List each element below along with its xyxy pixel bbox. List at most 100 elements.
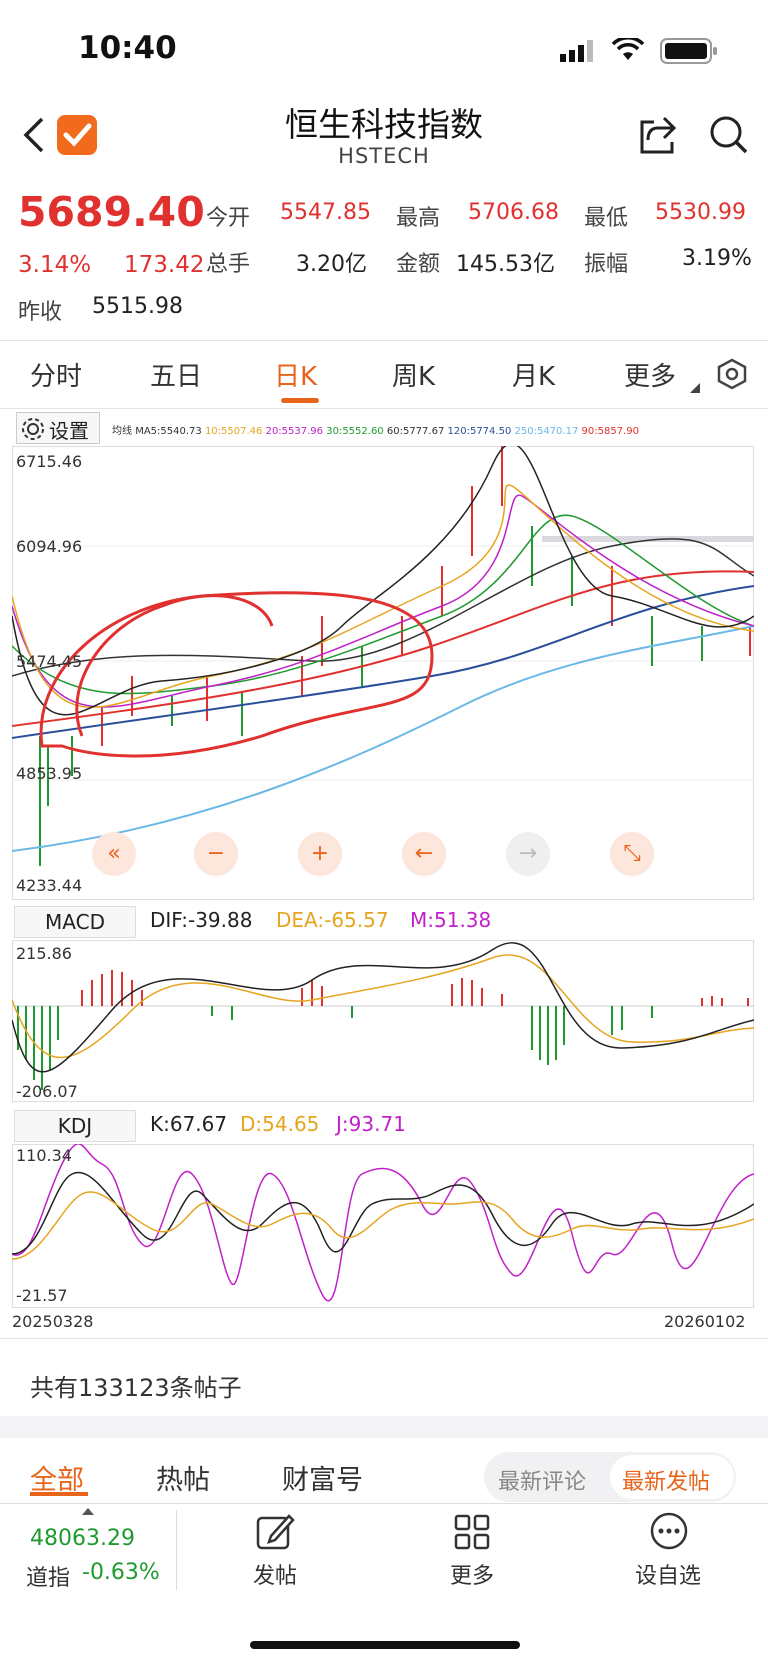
post-button[interactable]: 发帖 <box>215 1512 335 1592</box>
zoom-in-button[interactable]: + <box>298 832 342 876</box>
kdj-tab[interactable]: KDJ <box>14 1110 136 1142</box>
chart-settings-hex-icon[interactable] <box>716 358 748 394</box>
tab-five-day[interactable]: 五日 <box>150 362 203 392</box>
sort-latest-post[interactable]: 最新发帖 <box>622 1470 711 1495</box>
signal-icon <box>560 40 596 66</box>
stat-value-amount: 145.53亿 <box>456 252 555 277</box>
back-button[interactable] <box>20 115 46 159</box>
post-button-label: 发帖 <box>252 1564 297 1589</box>
zoom-out-button[interactable]: − <box>194 832 238 876</box>
index-change: -0.63% <box>82 1560 160 1585</box>
macd-dea-line <box>12 954 754 1059</box>
kdj-j: J:93.71 <box>336 1112 406 1136</box>
ma-legend-item: MA5:5540.73 <box>135 426 202 437</box>
macd-dea: DEA:-65.57 <box>276 908 389 932</box>
ma-60-line <box>12 538 754 677</box>
tab-week-k[interactable]: 周K <box>392 362 436 392</box>
add-watchlist-button[interactable]: 设自选 <box>608 1512 728 1592</box>
stat-value-high: 5706.68 <box>468 200 559 225</box>
share-icon[interactable] <box>636 114 678 160</box>
scroll-left-button[interactable]: ← <box>402 832 446 876</box>
kdj-d-line <box>12 1191 754 1260</box>
scroll-right-button[interactable]: → <box>506 832 550 876</box>
tab-more[interactable]: 更多 <box>624 362 677 392</box>
up-caret-icon <box>82 1508 94 1515</box>
stat-label-high: 最高 <box>396 206 441 231</box>
macd-histogram-positive <box>81 970 749 1006</box>
index-value: 48063.29 <box>30 1526 135 1551</box>
tab-day-k[interactable]: 日K <box>274 362 318 392</box>
stat-label-amplitude: 振幅 <box>584 252 629 277</box>
kdj-k: K:67.67 <box>150 1112 228 1136</box>
current-price: 5689.40 <box>18 188 205 236</box>
prev-close-value: 5515.98 <box>92 294 183 319</box>
home-indicator[interactable] <box>250 1641 520 1649</box>
search-icon[interactable] <box>708 114 750 160</box>
tab-more-caret-icon <box>690 378 700 397</box>
ma-legend-item: 250:5470.17 <box>514 426 579 437</box>
ma-legend-item: 均线 <box>112 426 132 437</box>
annotation-circle <box>75 594 274 737</box>
quote-divider <box>0 340 768 341</box>
more-button[interactable]: 更多 <box>412 1512 532 1592</box>
status-time: 10:40 <box>78 30 177 66</box>
axis-label: 6094.96 <box>16 537 83 556</box>
prev-close-label: 昨收 <box>18 300 63 325</box>
stat-label-volume: 总手 <box>206 252 251 277</box>
axis-label: 4233.44 <box>16 876 83 895</box>
axis-label: 6715.46 <box>16 452 83 471</box>
scroll-to-start-button[interactable]: « <box>92 832 136 876</box>
macd-tab[interactable]: MACD <box>14 906 136 938</box>
bottom-bar-separator <box>176 1510 177 1590</box>
bottom-bar <box>0 1503 768 1664</box>
fullscreen-button[interactable]: ⤡ <box>610 832 654 876</box>
macd-axis-top: 215.86 <box>16 944 72 963</box>
ma-legend-item: 30:5552.60 <box>326 426 384 437</box>
change-percent: 3.14% <box>18 252 92 278</box>
annotation-circle <box>39 591 434 758</box>
more-dots-icon <box>650 1512 688 1554</box>
kdj-d: D:54.65 <box>240 1112 320 1136</box>
more-button-label: 更多 <box>449 1564 494 1589</box>
ma-legend-item: 20:5537.96 <box>265 426 324 437</box>
kline-chart[interactable] <box>12 446 754 900</box>
posts-tab-hot[interactable]: 热帖 <box>156 1465 210 1496</box>
ma-20-line <box>12 494 754 708</box>
posts-tab-all[interactable]: 全部 <box>30 1465 84 1496</box>
wifi-icon <box>611 36 645 66</box>
posts-count: 共有133123条帖子 <box>30 1374 242 1402</box>
tab-intraday[interactable]: 分时 <box>30 362 83 392</box>
stat-value-amplitude: 3.19% <box>682 246 752 271</box>
macd-dif: DIF:-39.88 <box>150 908 253 932</box>
chart-bottom-divider <box>0 1338 768 1339</box>
tab-active-underline <box>281 398 319 403</box>
stat-label-low: 最低 <box>584 206 629 231</box>
kdj-axis-bottom: -21.57 <box>16 1286 68 1305</box>
watchlist-check-icon[interactable] <box>56 114 98 160</box>
axis-label: 5474.45 <box>16 652 83 671</box>
ma-legend-item: 60:5777.67 <box>386 426 445 437</box>
settings-button[interactable]: 设置 <box>16 412 100 444</box>
ma-legend: 均线 MA5:5540.73 10:5507.46 20:5537.96 30:… <box>112 422 639 437</box>
kdj-chart[interactable] <box>12 1144 754 1308</box>
ma-10-line <box>12 484 754 708</box>
tab-month-k[interactable]: 月K <box>512 362 556 392</box>
macd-chart[interactable] <box>12 940 754 1102</box>
ma-legend-item: 10:5507.46 <box>204 426 263 437</box>
kdj-axis-top: 110.34 <box>16 1146 72 1165</box>
macd-axis-bottom: -206.07 <box>16 1082 78 1101</box>
macd-m: M:51.38 <box>410 908 492 932</box>
index-ticker[interactable]: 48063.29 道指 -0.63% <box>0 1504 176 1600</box>
ma-5-line <box>12 446 754 716</box>
macd-dif-line <box>12 942 754 1073</box>
stat-value-low: 5530.99 <box>655 200 746 225</box>
ma-250-line <box>12 625 754 852</box>
stat-value-volume: 3.20亿 <box>296 252 367 277</box>
page-title: 恒生科技指数 <box>285 105 483 144</box>
sort-latest-reply[interactable]: 最新评论 <box>498 1470 587 1495</box>
posts-tab-fortune[interactable]: 财富号 <box>282 1465 363 1496</box>
axis-label: 4853.95 <box>16 764 83 783</box>
ma-30-line <box>12 514 754 695</box>
gear-icon <box>21 417 45 445</box>
kdj-k-line <box>12 1171 754 1255</box>
